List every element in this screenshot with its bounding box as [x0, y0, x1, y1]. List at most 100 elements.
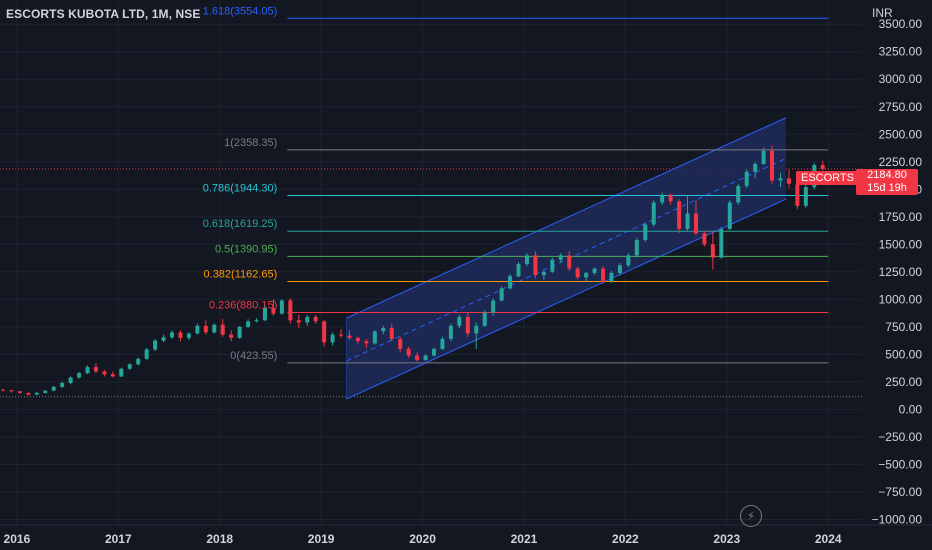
candle-body — [85, 367, 90, 374]
candle-body — [43, 390, 48, 393]
regression-channel[interactable] — [346, 117, 787, 400]
fib-level-label: 0.618(1619.25) — [203, 218, 278, 230]
fib-level-label: 1.618(3554.05) — [203, 5, 278, 17]
fibonacci-retracement[interactable]: 1.618(3554.05) 1(2358.35) 0.786(1944.30) 0.… — [203, 5, 829, 364]
candle-body — [778, 178, 783, 181]
channel-fill — [346, 117, 786, 399]
candle-body — [448, 325, 453, 339]
candle-body — [398, 338, 403, 349]
candle-body — [524, 255, 529, 265]
fib-level-label: 0(423.55) — [230, 350, 277, 362]
candle-body — [693, 213, 698, 234]
candle-body — [355, 337, 360, 342]
candle-body — [372, 331, 377, 344]
candle-body — [153, 340, 158, 350]
candle-body — [770, 150, 775, 181]
candle-body — [423, 355, 428, 360]
candle-body — [651, 202, 656, 225]
fib-level-label: 0.236(880.15) — [209, 300, 278, 312]
candle-body — [26, 392, 31, 395]
time-tick-label: 2018 — [206, 532, 233, 546]
candle-body — [110, 374, 115, 377]
time-tick-label: 2023 — [713, 532, 740, 546]
candle-body — [508, 276, 513, 289]
candle-body — [246, 321, 251, 327]
candle-body — [626, 255, 631, 266]
price-tick-label: 1750.00 — [879, 210, 923, 224]
candle-body — [415, 355, 420, 360]
fib-level-label: 0.5(1390.95) — [215, 243, 277, 255]
price-axis[interactable]: 3500.00 3250.00 3000.00 2750.00 2500.00 2250.… — [872, 17, 923, 526]
candle-body — [719, 228, 724, 258]
candle-body — [584, 272, 589, 278]
candle-body — [617, 265, 622, 273]
channel-upper-line — [346, 117, 787, 319]
candle-body — [727, 202, 732, 229]
candle-body — [710, 244, 715, 258]
candle-body — [271, 308, 276, 314]
candle-body — [381, 327, 386, 332]
candle-body — [786, 178, 791, 184]
bar-countdown: 15d 19h — [867, 182, 907, 194]
candle-body — [634, 239, 639, 256]
candle-body — [753, 163, 758, 172]
candle-body — [9, 390, 14, 392]
candle-body — [34, 392, 39, 395]
time-tick-label: 2016 — [4, 532, 31, 546]
candle-body — [127, 364, 132, 369]
price-tick-label: 2750.00 — [879, 100, 923, 114]
candle-body — [77, 373, 82, 378]
candle-body — [592, 268, 597, 273]
candle-body — [203, 325, 208, 333]
candle-body — [68, 377, 73, 384]
candle-body — [558, 255, 563, 260]
candle-body — [567, 255, 572, 269]
fib-level-label: 0.382(1162.65) — [204, 268, 278, 280]
candle-body — [322, 321, 327, 343]
last-price-value: 2184.80 — [867, 169, 907, 181]
price-tick-label: 3500.00 — [879, 17, 923, 31]
candle-body — [296, 320, 301, 323]
time-tick-label: 2017 — [105, 532, 132, 546]
candle-body — [491, 300, 496, 313]
candle-body — [93, 367, 98, 372]
candle-body — [685, 213, 690, 229]
candle-body — [550, 259, 555, 272]
candle-body — [229, 334, 234, 338]
price-tick-label: −250.00 — [878, 430, 922, 444]
candle-body — [51, 386, 56, 391]
time-tick-label: 2019 — [308, 532, 335, 546]
candle-body — [170, 332, 175, 338]
fib-level-label: 1(2358.35) — [224, 137, 277, 149]
candle-body — [1, 389, 5, 391]
candle-body — [643, 224, 648, 240]
price-tick-label: 1500.00 — [879, 237, 923, 251]
candle-body — [313, 316, 318, 322]
price-tick-label: 2250.00 — [879, 155, 923, 169]
candle-body — [389, 327, 394, 339]
price-tick-label: 500.00 — [885, 347, 922, 361]
candle-body — [212, 324, 217, 333]
last-price-badge: 2184.80 15d 19h — [856, 169, 918, 195]
candle-body — [161, 337, 166, 341]
candle-body — [178, 332, 183, 338]
candle-body — [279, 300, 284, 314]
candle-body — [609, 272, 614, 282]
price-tick-label: −750.00 — [878, 485, 922, 499]
candle-body — [499, 288, 504, 301]
candle-body — [440, 338, 445, 349]
lightning-icon[interactable]: ⚡︎ — [740, 505, 762, 527]
candle-body — [795, 183, 800, 206]
candle-body — [820, 165, 825, 169]
candle-body — [186, 333, 191, 338]
chart-title: ESCORTS KUBOTA LTD, 1M, NSE — [6, 7, 201, 21]
price-tick-label: 2500.00 — [879, 127, 923, 141]
candle-body — [339, 334, 344, 336]
candle-body — [744, 171, 749, 187]
price-tick-label: 0.00 — [899, 402, 923, 416]
price-tick-label: 250.00 — [885, 375, 922, 389]
candle-body — [575, 268, 580, 278]
fib-level-label: 0.786(1944.30) — [203, 182, 278, 194]
time-axis[interactable]: 2016 2017 2018 2019 2020 2021 2022 2023 2024 — [4, 532, 842, 546]
